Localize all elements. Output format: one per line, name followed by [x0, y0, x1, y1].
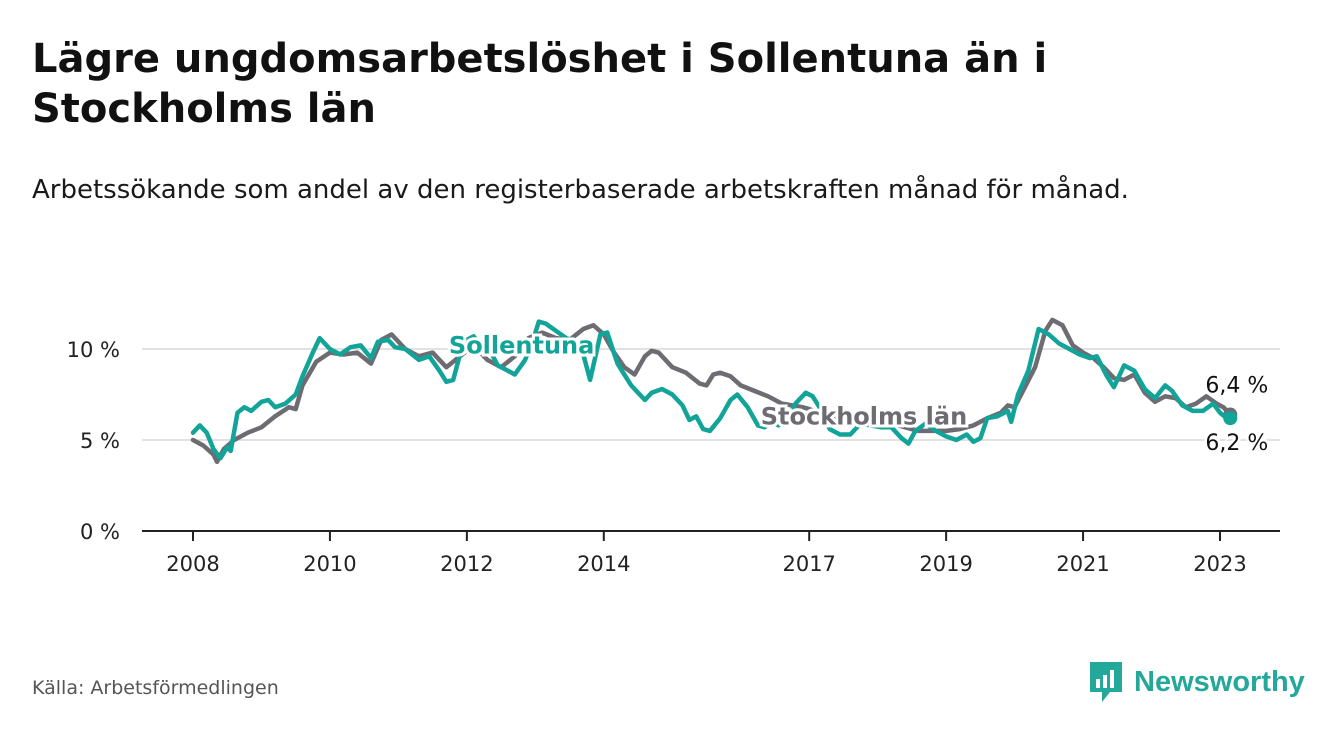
series-end-marker-sollentuna [1223, 411, 1238, 426]
series-line-stockholms-l-n [190, 317, 1233, 465]
y-tick-label: 0 % [80, 520, 120, 544]
labels: 6,4 % 6,2 % Sollentuna Stockholms län [446, 328, 1271, 458]
x-tick-label: 2019 [919, 552, 972, 576]
series-label: Sollentuna [449, 331, 594, 359]
chart-title: Lägre ungdomsarbetslöshet i Sollentuna ä… [32, 36, 1048, 132]
chart-subtitle: Arbetssökande som andel av den registerb… [32, 175, 1129, 205]
x-tick-label: 2010 [303, 552, 356, 576]
x-tick-label: 2008 [166, 552, 219, 576]
series-label: Stockholms län [761, 402, 967, 430]
y-tick-label: 10 % [67, 338, 120, 362]
y-tick-label: 5 % [80, 429, 120, 453]
newsworthy-logo-icon [1090, 662, 1122, 702]
x-axis: 2008 2010 2012 2014 2017 2019 2021 2023 [142, 530, 1280, 576]
x-tick-label: 2017 [782, 552, 835, 576]
series-lines [190, 317, 1238, 465]
x-tick-label: 2014 [577, 552, 630, 576]
end-value-label: 6,2 % [1205, 431, 1268, 456]
series-line-sollentuna [190, 319, 1233, 461]
source-note: Källa: Arbetsförmedlingen [32, 677, 279, 699]
x-tick-label: 2012 [440, 552, 493, 576]
end-value-label: 6,4 % [1205, 374, 1268, 399]
x-tick-label: 2021 [1056, 552, 1109, 576]
brand-name: Newsworthy [1134, 665, 1305, 698]
brand-logo[interactable]: Newsworthy [1088, 660, 1305, 704]
x-tick-label: 2023 [1193, 552, 1246, 576]
